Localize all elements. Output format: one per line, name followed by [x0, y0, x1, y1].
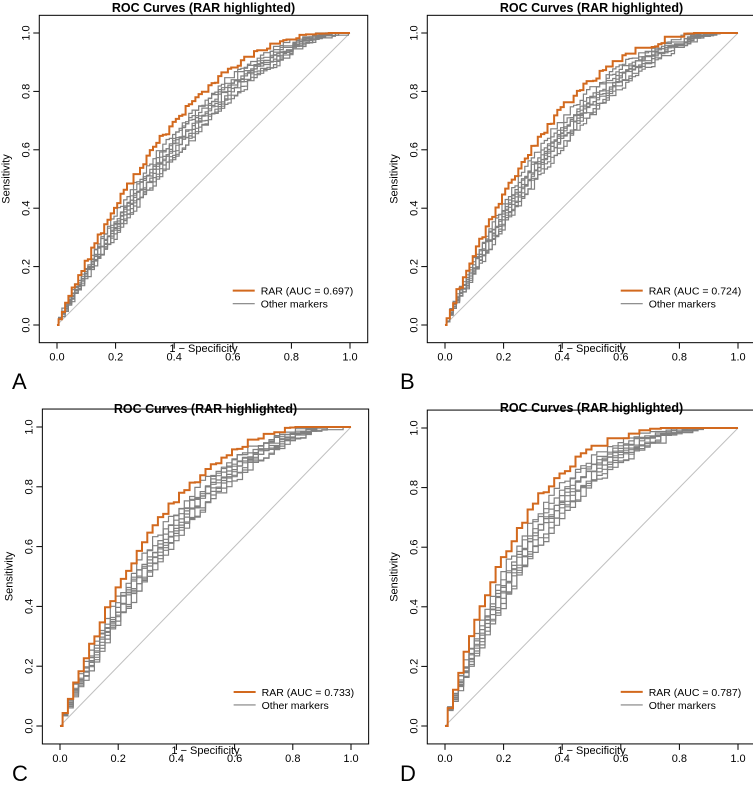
roc-curve-other-marker	[60, 426, 351, 727]
x-tick-label: 0.4	[555, 753, 570, 765]
diagonal-reference-line	[444, 427, 739, 727]
x-tick-label: 0.6	[227, 753, 242, 765]
x-tick-label: 0.0	[52, 753, 67, 765]
y-tick-label: 0.8	[20, 84, 32, 99]
x-axis-label: 1 − Specificity	[171, 745, 240, 757]
chart-title: ROC Curves (RAR highlighted)	[112, 1, 295, 15]
x-tick-label: 0.2	[496, 352, 511, 364]
x-tick-label: 0.4	[555, 352, 570, 364]
roc-panel-a: ROC Curves (RAR highlighted) 0.0 0.2 0.4 0.6…	[0, 1, 369, 394]
y-tick-label: 0.6	[408, 540, 420, 555]
x-tick-label: 0.2	[496, 753, 511, 765]
x-tick-label: 1.0	[730, 753, 745, 765]
x-tick-label: 0.8	[284, 352, 299, 364]
roc-curve-other-marker	[60, 426, 351, 727]
y-axis-label: Sensitivity	[388, 154, 400, 204]
x-tick-label: 0.8	[672, 352, 687, 364]
y-tick-label: 1.0	[20, 25, 32, 40]
y-tick-label: 0.0	[408, 317, 420, 332]
y-tick-label: 0.2	[20, 259, 32, 274]
roc-curve-other-marker	[57, 32, 350, 326]
panel-letter: C	[12, 761, 28, 786]
diagonal-reference-line	[444, 32, 739, 326]
legend-label-rar: RAR (AUC = 0.787)	[649, 687, 742, 699]
chart-title: ROC Curves (RAR highlighted)	[500, 401, 683, 415]
y-tick-label: 0.0	[20, 317, 32, 332]
legend-label-rar: RAR (AUC = 0.733)	[262, 687, 355, 699]
legend-label-other: Other markers	[261, 299, 328, 311]
x-tick-label: 1.0	[342, 352, 357, 364]
y-tick-label: 0.8	[23, 479, 35, 494]
x-tick-label: 0.2	[108, 352, 123, 364]
panel-letter: A	[12, 369, 27, 394]
roc-curve-other-marker	[57, 32, 350, 326]
y-tick-label: 0.2	[408, 659, 420, 674]
y-tick-label: 0.8	[408, 84, 420, 99]
x-tick-label: 0.2	[111, 753, 126, 765]
legend-label-rar: RAR (AUC = 0.724)	[649, 286, 742, 298]
legend-label-other: Other markers	[649, 299, 716, 311]
x-tick-label: 1.0	[343, 753, 358, 765]
chart-title: ROC Curves (RAR highlighted)	[114, 402, 297, 416]
x-tick-label: 1.0	[730, 352, 745, 364]
roc-panel-c: ROC Curves (RAR highlighted) 0.0 0.2 0.4 0.6…	[3, 402, 370, 786]
legend-label-other: Other markers	[649, 700, 716, 712]
panel-letter: B	[400, 369, 415, 394]
x-tick-label: 0.8	[285, 753, 300, 765]
y-tick-label: 0.6	[408, 142, 420, 157]
x-tick-label: 0.0	[437, 352, 452, 364]
y-tick-label: 0.4	[20, 201, 32, 216]
roc-panel-b: ROC Curves (RAR highlighted) 0.0 0.2 0.4 0.6…	[388, 1, 753, 394]
y-axis-label: Sensitivity	[3, 551, 15, 601]
roc-curve-other-marker	[445, 427, 738, 727]
y-tick-label: 0.2	[408, 259, 420, 274]
x-axis-label: 1 − Specificity	[169, 343, 238, 355]
x-tick-label: 0.6	[613, 753, 628, 765]
y-tick-label: 0.4	[23, 599, 35, 614]
panel-letter: D	[400, 761, 416, 786]
y-tick-label: 0.8	[408, 480, 420, 495]
x-tick-label: 0.4	[169, 753, 184, 765]
roc-curve-other-marker	[445, 427, 738, 727]
roc-curve-other-marker	[60, 426, 351, 727]
x-tick-label: 0.0	[49, 352, 64, 364]
plot-frame	[426, 409, 753, 745]
diagonal-reference-line	[56, 32, 351, 326]
legend-label-other: Other markers	[262, 700, 329, 712]
roc-curve-rar	[445, 427, 738, 727]
roc-curve-other-marker	[57, 32, 350, 326]
plot-frame	[38, 14, 369, 344]
plot-frame	[41, 408, 370, 745]
y-tick-label: 0.0	[408, 718, 420, 733]
roc-curve-rar	[60, 426, 351, 727]
y-tick-label: 1.0	[408, 420, 420, 435]
chart-title: ROC Curves (RAR highlighted)	[500, 1, 683, 15]
x-tick-label: 0.0	[437, 753, 452, 765]
plot-frame	[426, 14, 753, 344]
x-axis-label: 1 − Specificity	[557, 343, 626, 355]
y-tick-label: 0.2	[23, 659, 35, 674]
roc-curve-rar	[445, 32, 738, 326]
roc-curve-other-marker	[445, 32, 738, 326]
y-axis-label: Sensitivity	[0, 154, 12, 204]
y-tick-label: 0.6	[20, 142, 32, 157]
x-tick-label: 0.4	[167, 352, 182, 364]
x-tick-label: 0.8	[672, 753, 687, 765]
y-tick-label: 0.6	[23, 539, 35, 554]
x-tick-label: 0.6	[225, 352, 240, 364]
y-tick-label: 0.0	[23, 718, 35, 733]
y-axis-label: Sensitivity	[388, 552, 400, 602]
legend-label-rar: RAR (AUC = 0.697)	[261, 286, 354, 298]
diagonal-reference-line	[59, 426, 352, 727]
x-axis-label: 1 − Specificity	[557, 745, 626, 757]
roc-curve-other-marker	[57, 32, 350, 326]
y-tick-label: 1.0	[408, 25, 420, 40]
roc-curve-rar	[57, 32, 350, 326]
y-tick-label: 0.4	[408, 201, 420, 216]
x-tick-label: 0.6	[613, 352, 628, 364]
roc-panel-d: ROC Curves (RAR highlighted) 0.0 0.2 0.4 0.6…	[388, 401, 753, 786]
y-tick-label: 0.4	[408, 599, 420, 614]
y-tick-label: 1.0	[23, 419, 35, 434]
